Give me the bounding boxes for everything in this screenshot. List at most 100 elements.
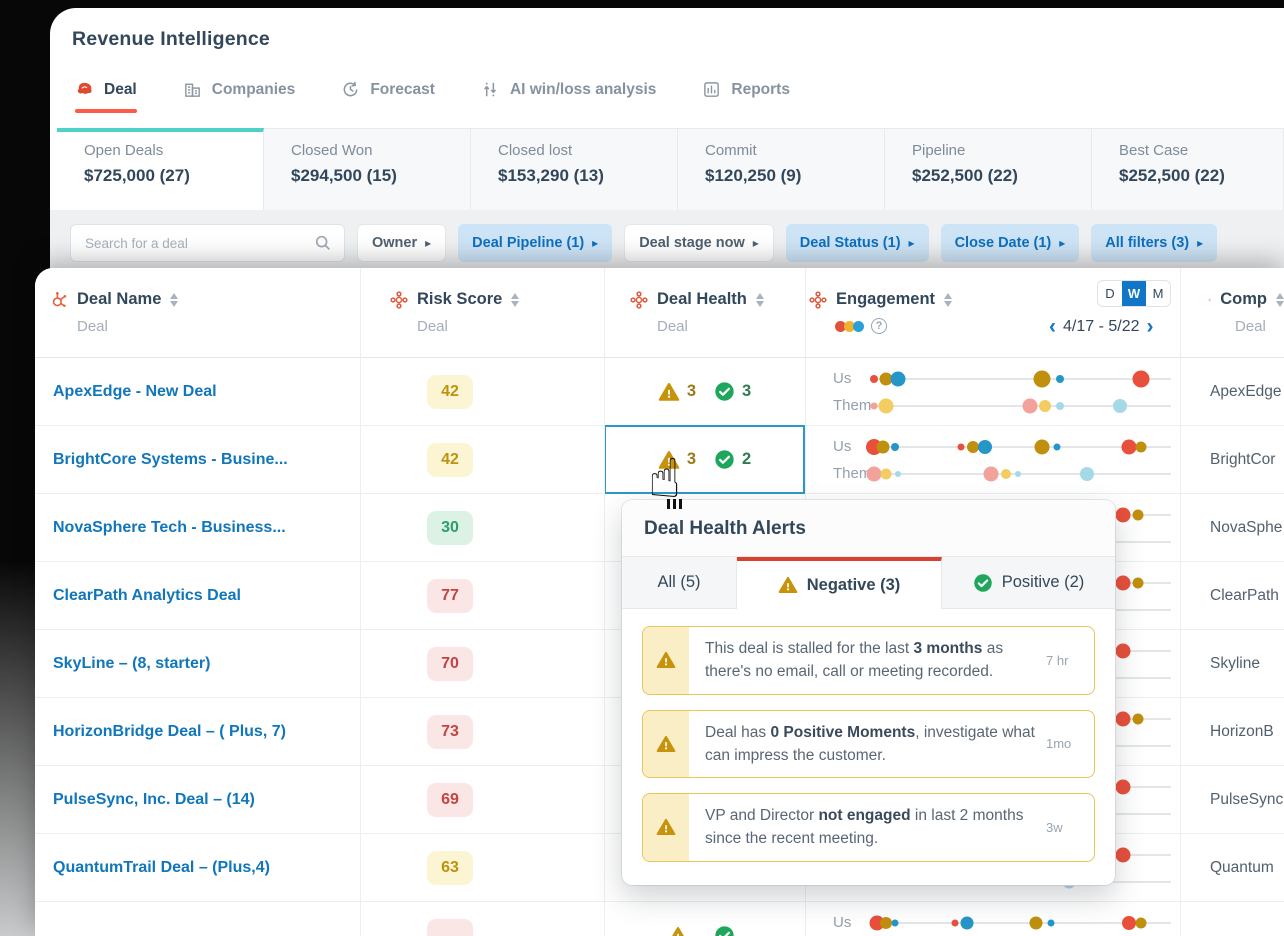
deal-name-link[interactable]: ApexEdge - New Deal bbox=[53, 382, 217, 400]
filter-chip-owner[interactable]: Owner ▸ bbox=[357, 224, 447, 262]
legend-dot bbox=[844, 320, 855, 332]
table-row: ApexEdge - New Deal 42 3 3 Us Them ApexEd… bbox=[35, 358, 1284, 426]
alert-icon-stripe bbox=[643, 627, 689, 694]
engagement-timeline bbox=[870, 398, 1171, 413]
card-value: $294,500 (15) bbox=[291, 166, 397, 185]
summary-card-best-case[interactable]: Best Case $252,500 (22) bbox=[1092, 128, 1284, 210]
filter-chip-deal-status-1[interactable]: Deal Status (1) ▸ bbox=[785, 224, 929, 262]
summary-card-pipeline[interactable]: Pipeline $252,500 (22) bbox=[885, 128, 1092, 210]
company-cell: PulseSync bbox=[1210, 791, 1284, 808]
chevron-right-icon[interactable]: › bbox=[1146, 315, 1154, 338]
risk-score-cell: 42 bbox=[360, 358, 604, 425]
us-label: Us bbox=[833, 370, 852, 387]
deal-name-link[interactable]: QuantumTrail Deal – (Plus,4) bbox=[53, 858, 270, 876]
toggle-w[interactable]: W bbox=[1122, 281, 1146, 306]
risk-score-cell: 77 bbox=[360, 562, 604, 629]
legend-dot bbox=[835, 320, 846, 332]
column-label: Risk Score bbox=[417, 290, 503, 308]
popup-tab-all-5[interactable]: All (5) bbox=[622, 557, 737, 609]
summary-card-closed-won[interactable]: Closed Won $294,500 (15) bbox=[264, 128, 471, 210]
column-header-deal-name[interactable]: Deal Name Deal bbox=[35, 268, 360, 358]
risk-score-cell: 73 bbox=[360, 698, 604, 765]
tab-ai-win-loss-analysis[interactable]: AI win/loss analysis bbox=[481, 80, 656, 113]
card-value: $252,500 (22) bbox=[912, 166, 1018, 185]
chip-label: Owner bbox=[372, 235, 418, 251]
deal-name-link[interactable]: BrightCore Systems - Busine... bbox=[53, 450, 288, 468]
click-motion-lines bbox=[667, 499, 682, 509]
check-icon bbox=[973, 573, 993, 593]
chevron-left-icon[interactable]: ‹ bbox=[1049, 315, 1056, 338]
alert-text: VP and Director not engaged in last 2 mo… bbox=[705, 807, 1024, 848]
engagement-dot bbox=[891, 919, 899, 926]
popup-tab-positive-2[interactable]: Positive (2) bbox=[942, 557, 1115, 609]
tab-forecast[interactable]: Forecast bbox=[341, 80, 435, 113]
engagement-legend: ? bbox=[835, 318, 1180, 334]
engagement-dot bbox=[1115, 711, 1131, 726]
date-range-label: 4/17 - 5/22 bbox=[1063, 317, 1140, 335]
help-icon[interactable]: ? bbox=[871, 318, 887, 334]
sort-icon[interactable] bbox=[1276, 292, 1284, 307]
deal-health-cell[interactable] bbox=[604, 902, 805, 936]
positive-count: 2 bbox=[742, 450, 752, 468]
hand-cursor-icon: ☝ bbox=[648, 447, 681, 510]
legend-dot bbox=[853, 320, 864, 332]
tab-reports[interactable]: Reports bbox=[702, 80, 790, 113]
engagement-dot bbox=[1115, 575, 1131, 590]
check-icon bbox=[714, 925, 735, 936]
column-header-deal-health[interactable]: Deal Health Deal bbox=[604, 268, 805, 358]
deal-health-cell[interactable]: 3 2 bbox=[604, 426, 805, 493]
popup-tab-negative-3[interactable]: Negative (3) bbox=[737, 557, 942, 609]
risk-score-cell bbox=[360, 902, 604, 936]
engagement-cell: Us Them bbox=[805, 426, 1180, 493]
toggle-m[interactable]: M bbox=[1152, 286, 1164, 301]
deal-health-cell[interactable]: 3 3 bbox=[604, 358, 805, 425]
filter-chip-close-date-1[interactable]: Close Date (1) ▸ bbox=[940, 224, 1080, 262]
risk-score-cell: 42 bbox=[360, 426, 604, 493]
deal-name-link[interactable]: NovaSphere Tech - Business... bbox=[53, 518, 286, 536]
column-header-risk-score[interactable]: Risk Score Deal bbox=[360, 268, 604, 358]
engagement-dot bbox=[1122, 915, 1136, 930]
chevron-right-icon: ▸ bbox=[1197, 236, 1204, 250]
engagement-dot bbox=[876, 440, 890, 453]
summary-card-open-deals[interactable]: Open Deals $725,000 (27) bbox=[57, 128, 264, 210]
engagement-dot bbox=[880, 468, 892, 479]
column-header-comp[interactable]: Comp Deal bbox=[1180, 268, 1284, 358]
filter-bar: Owner ▸ Deal Pipeline (1) ▸ Deal stage now… bbox=[50, 210, 1284, 276]
deal-name-link[interactable]: SkyLine – (8, starter) bbox=[53, 654, 211, 672]
us-label: Us bbox=[833, 438, 852, 455]
sort-icon[interactable] bbox=[170, 292, 179, 307]
company-cell: BrightCor bbox=[1210, 451, 1276, 468]
card-label: Open Deals bbox=[84, 142, 164, 159]
tab-companies[interactable]: Companies bbox=[183, 80, 295, 113]
deal-name-link[interactable]: HorizonBridge Deal – ( Plus, 7) bbox=[53, 722, 286, 740]
card-label: Closed lost bbox=[498, 142, 573, 159]
popup-tab-label: Negative (3) bbox=[806, 575, 901, 594]
engagement-dot bbox=[1034, 439, 1050, 454]
alert-card: This deal is stalled for the last 3 mont… bbox=[642, 626, 1095, 695]
risk-score-badge: 30 bbox=[427, 510, 473, 545]
filter-chip-deal-stage-now[interactable]: Deal stage now ▸ bbox=[624, 224, 774, 262]
alert-text: This deal is stalled for the last 3 mont… bbox=[705, 640, 1004, 681]
summary-card-commit[interactable]: Commit $120,250 (9) bbox=[678, 128, 885, 210]
chip-label: Deal Pipeline (1) bbox=[472, 235, 585, 251]
alert-icon-stripe bbox=[643, 710, 689, 777]
search-input-wrap[interactable] bbox=[70, 224, 345, 262]
company-cell bbox=[1180, 902, 1284, 936]
deal-name-link[interactable]: PulseSync, Inc. Deal – (14) bbox=[53, 790, 255, 808]
toggle-d[interactable]: D bbox=[1105, 286, 1115, 301]
sort-icon[interactable] bbox=[944, 292, 953, 307]
column-header-engagement[interactable]: Engagement ? D W M ‹ 4/17 - 5/22 › bbox=[805, 268, 1180, 358]
tab-deal[interactable]: Deal bbox=[75, 80, 137, 113]
filter-chip-all-filters-3[interactable]: All filters (3) ▸ bbox=[1091, 224, 1218, 262]
sort-icon[interactable] bbox=[755, 292, 764, 307]
filter-chip-deal-pipeline-1[interactable]: Deal Pipeline (1) ▸ bbox=[458, 224, 613, 262]
deal-name-link[interactable]: ClearPath Analytics Deal bbox=[53, 586, 241, 604]
engagement-dot bbox=[870, 402, 878, 409]
search-input[interactable] bbox=[83, 234, 314, 252]
hubspot-icon bbox=[1208, 291, 1211, 309]
chevron-right-icon: ▸ bbox=[1059, 236, 1066, 250]
column-label: Deal Name bbox=[77, 290, 162, 308]
sort-icon[interactable] bbox=[511, 292, 520, 307]
summary-card-closed-lost[interactable]: Closed lost $153,290 (13) bbox=[471, 128, 678, 210]
column-divider bbox=[604, 268, 605, 936]
